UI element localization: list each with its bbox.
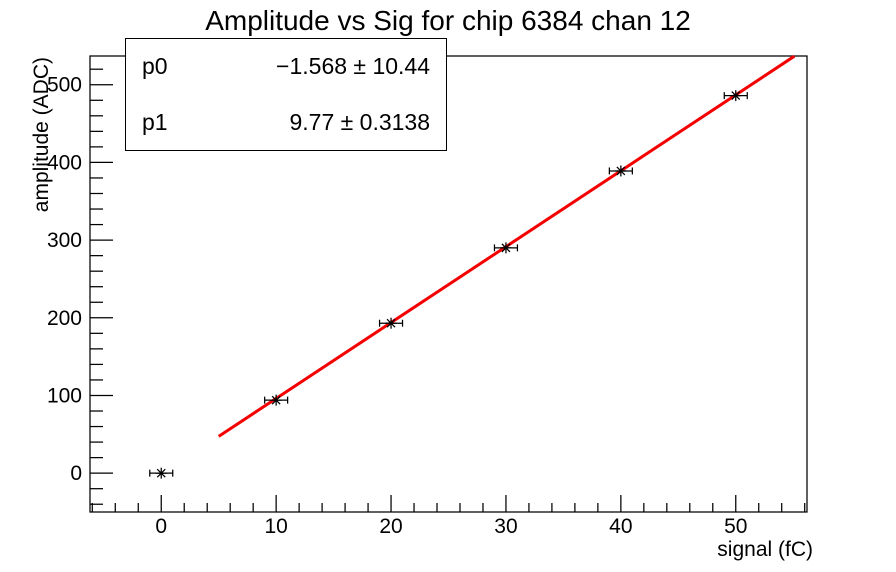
stats-param-name: p0 bbox=[142, 53, 168, 80]
x-tick-label: 50 bbox=[724, 515, 747, 538]
x-tick-label: 30 bbox=[494, 515, 517, 538]
stats-row-p0: p0 −1.568 ± 10.44 bbox=[142, 53, 430, 80]
x-axis-title: signal (fC) bbox=[717, 538, 813, 561]
data-point-marker bbox=[156, 468, 166, 478]
y-tick-label: 500 bbox=[47, 74, 82, 97]
y-tick-label: 200 bbox=[47, 307, 82, 330]
x-tick-label: 10 bbox=[264, 515, 287, 538]
plot-title: Amplitude vs Sig for chip 6384 chan 12 bbox=[205, 5, 691, 36]
stats-box: p0 −1.568 ± 10.44 p1 9.77 ± 0.3138 bbox=[125, 38, 447, 151]
stats-param-name: p1 bbox=[142, 108, 168, 135]
plot-frame bbox=[89, 55, 808, 513]
x-tick-label: 40 bbox=[609, 515, 632, 538]
x-tick-label: 20 bbox=[379, 515, 402, 538]
data-point-marker bbox=[271, 395, 281, 405]
data-point-marker bbox=[731, 91, 741, 101]
y-axis-title: amplitude (ADC) bbox=[30, 57, 53, 212]
y-tick-label: 300 bbox=[47, 229, 82, 252]
stats-param-value: −1.568 ± 10.44 bbox=[276, 53, 430, 80]
y-tick-label: 0 bbox=[70, 462, 82, 485]
stats-param-value: 9.77 ± 0.3138 bbox=[289, 108, 430, 135]
x-tick-label: 0 bbox=[155, 515, 167, 538]
y-tick-label: 100 bbox=[47, 384, 82, 407]
y-tick-label: 400 bbox=[47, 151, 82, 174]
data-point-marker bbox=[616, 166, 626, 176]
data-point-marker bbox=[501, 243, 511, 253]
stats-row-p1: p1 9.77 ± 0.3138 bbox=[142, 109, 430, 136]
data-point-marker bbox=[386, 318, 396, 328]
